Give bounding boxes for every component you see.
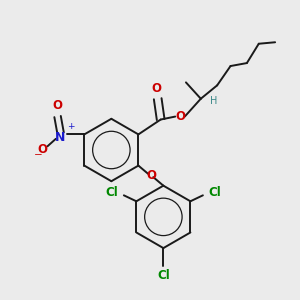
Text: Cl: Cl bbox=[208, 186, 221, 199]
Text: O: O bbox=[52, 99, 63, 112]
Text: N: N bbox=[56, 131, 66, 144]
Text: O: O bbox=[175, 110, 185, 123]
Text: O: O bbox=[38, 143, 48, 156]
Text: O: O bbox=[151, 82, 161, 95]
Text: H: H bbox=[210, 96, 217, 106]
Text: +: + bbox=[67, 122, 75, 131]
Text: Cl: Cl bbox=[157, 269, 170, 282]
Text: −: − bbox=[34, 150, 43, 160]
Text: O: O bbox=[146, 169, 156, 182]
Text: Cl: Cl bbox=[106, 186, 118, 199]
